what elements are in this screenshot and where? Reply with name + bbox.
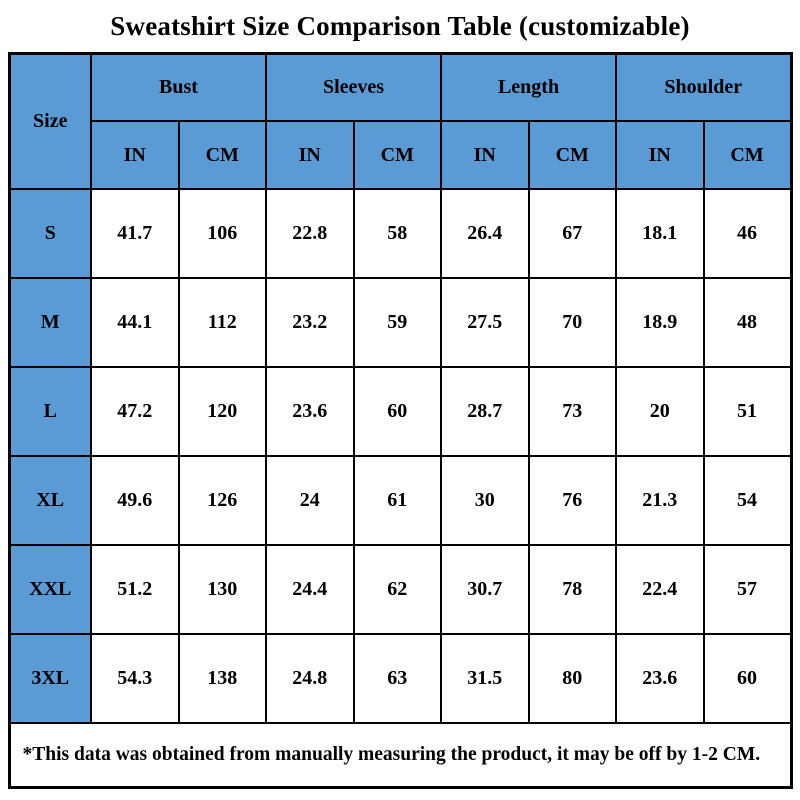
table-row-s: S 41.7 106 22.8 58 26.4 67 18.1 46 xyxy=(8,188,792,280)
measurement-cell: 21.3 xyxy=(615,455,705,547)
footnote-text: *This data was obtained from manually me… xyxy=(8,722,792,789)
measurement-cell: 76 xyxy=(527,455,617,547)
measurement-cell: 70 xyxy=(527,277,617,369)
size-label: XL xyxy=(8,455,92,547)
measurement-cell: 61 xyxy=(352,455,442,547)
measurement-cell: 120 xyxy=(177,366,267,458)
unit-header-length-in: IN xyxy=(440,120,530,191)
table-row-xxl: XXL 51.2 130 24.4 62 30.7 78 22.4 57 xyxy=(8,544,792,636)
measurement-cell: 24.4 xyxy=(265,544,355,636)
measurement-cell: 20 xyxy=(615,366,705,458)
table-row-xl: XL 49.6 126 24 61 30 76 21.3 54 xyxy=(8,455,792,547)
size-label: M xyxy=(8,277,92,369)
footnote-row: *This data was obtained from manually me… xyxy=(8,722,792,789)
measurement-cell: 23.6 xyxy=(265,366,355,458)
page-title: Sweatshirt Size Comparison Table (custom… xyxy=(110,11,690,41)
col-header-size: Size xyxy=(8,52,92,191)
measurement-cell: 78 xyxy=(527,544,617,636)
unit-header-length-cm: CM xyxy=(527,120,617,191)
measurement-cell: 18.9 xyxy=(615,277,705,369)
measurement-cell: 54 xyxy=(702,455,792,547)
header-unit-row: IN CM IN CM IN CM IN CM xyxy=(9,120,792,191)
size-comparison-table: Size Bust Sleeves Length Shoulder IN CM … xyxy=(7,51,793,789)
measurement-cell: 22.4 xyxy=(615,544,705,636)
measurement-cell: 22.8 xyxy=(265,188,355,280)
unit-header-sleeves-in: IN xyxy=(265,120,355,191)
table-row-3xl: 3XL 54.3 138 24.8 63 31.5 80 23.6 60 xyxy=(8,633,792,725)
size-label: XXL xyxy=(8,544,92,636)
header-group-row: Size Bust Sleeves Length Shoulder xyxy=(8,52,792,191)
measurement-cell: 44.1 xyxy=(90,277,180,369)
measurement-cell: 138 xyxy=(177,633,267,725)
col-header-shoulder: Shoulder xyxy=(615,52,792,123)
measurement-cell: 49.6 xyxy=(90,455,180,547)
measurement-cell: 51 xyxy=(702,366,792,458)
measurement-cell: 63 xyxy=(352,633,442,725)
unit-header-bust-in: IN xyxy=(90,120,180,191)
measurement-cell: 60 xyxy=(702,633,792,725)
measurement-cell: 62 xyxy=(352,544,442,636)
measurement-cell: 47.2 xyxy=(90,366,180,458)
measurement-cell: 126 xyxy=(177,455,267,547)
table-row-l: L 47.2 120 23.6 60 28.7 73 20 51 xyxy=(8,366,792,458)
measurement-cell: 31.5 xyxy=(440,633,530,725)
measurement-cell: 60 xyxy=(352,366,442,458)
measurement-cell: 57 xyxy=(702,544,792,636)
measurement-cell: 18.1 xyxy=(615,188,705,280)
size-label: L xyxy=(8,366,92,458)
unit-header-shoulder-cm: CM xyxy=(702,120,792,191)
measurement-cell: 130 xyxy=(177,544,267,636)
table-row-m: M 44.1 112 23.2 59 27.5 70 18.9 48 xyxy=(8,277,792,369)
measurement-cell: 73 xyxy=(527,366,617,458)
measurement-cell: 24 xyxy=(265,455,355,547)
col-header-sleeves: Sleeves xyxy=(265,52,442,123)
measurement-cell: 27.5 xyxy=(440,277,530,369)
measurement-cell: 80 xyxy=(527,633,617,725)
measurement-cell: 24.8 xyxy=(265,633,355,725)
measurement-cell: 59 xyxy=(352,277,442,369)
measurement-cell: 54.3 xyxy=(90,633,180,725)
size-label: 3XL xyxy=(8,633,92,725)
measurement-cell: 23.2 xyxy=(265,277,355,369)
measurement-cell: 30 xyxy=(440,455,530,547)
measurement-cell: 23.6 xyxy=(615,633,705,725)
measurement-cell: 41.7 xyxy=(90,188,180,280)
measurement-cell: 28.7 xyxy=(440,366,530,458)
unit-header-shoulder-in: IN xyxy=(615,120,705,191)
measurement-cell: 46 xyxy=(702,188,792,280)
measurement-cell: 48 xyxy=(702,277,792,369)
measurement-cell: 67 xyxy=(527,188,617,280)
unit-header-sleeves-cm: CM xyxy=(352,120,442,191)
col-header-length: Length xyxy=(440,52,617,123)
measurement-cell: 51.2 xyxy=(90,544,180,636)
col-header-bust: Bust xyxy=(90,52,267,123)
measurement-cell: 26.4 xyxy=(440,188,530,280)
size-label: S xyxy=(8,188,92,280)
measurement-cell: 58 xyxy=(352,188,442,280)
measurement-cell: 30.7 xyxy=(440,544,530,636)
measurement-cell: 106 xyxy=(177,188,267,280)
unit-header-bust-cm: CM xyxy=(177,120,267,191)
measurement-cell: 112 xyxy=(177,277,267,369)
